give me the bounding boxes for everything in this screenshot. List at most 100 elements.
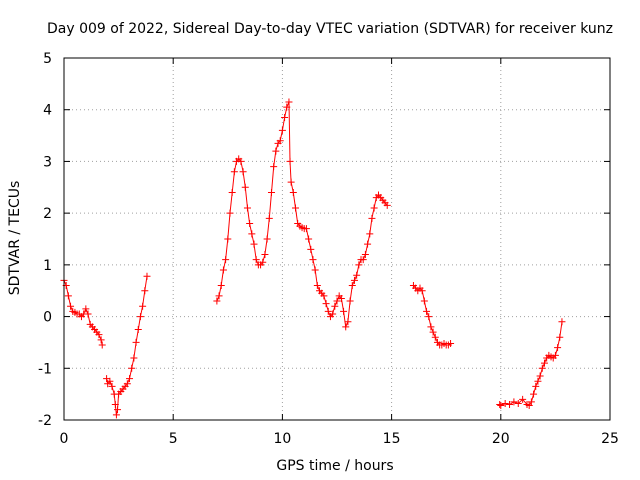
data-point <box>350 276 358 284</box>
data-point <box>346 297 354 305</box>
data-point <box>141 287 149 295</box>
data-point <box>283 103 291 111</box>
data-point <box>324 307 332 315</box>
data-point <box>364 240 372 248</box>
data-point <box>429 328 437 336</box>
data-point <box>342 323 350 331</box>
data-point <box>241 183 249 191</box>
data-point <box>355 261 363 269</box>
data-point <box>132 338 140 346</box>
data-point <box>114 406 122 414</box>
data-point <box>272 147 280 155</box>
data-point <box>536 372 544 380</box>
data-point <box>130 354 138 362</box>
x-tick-label: 5 <box>169 431 178 447</box>
data-point <box>139 302 147 310</box>
data-point <box>340 307 348 315</box>
data-point <box>329 310 337 318</box>
data-point <box>311 266 319 274</box>
data-point <box>106 377 114 385</box>
data-point <box>126 375 134 383</box>
data-point <box>215 292 223 300</box>
data-point <box>551 351 559 359</box>
data-point <box>501 399 509 407</box>
data-point <box>527 398 535 406</box>
data-point <box>265 214 273 222</box>
x-tick-label: 25 <box>601 431 619 447</box>
data-point <box>425 313 433 321</box>
data-point <box>359 256 367 264</box>
data-point <box>267 188 275 196</box>
data-point <box>558 318 566 326</box>
data-point <box>97 336 105 344</box>
data-point <box>111 400 119 408</box>
data-point <box>261 251 269 259</box>
data-point <box>270 163 278 171</box>
data-point <box>302 225 310 233</box>
y-tick-label: 0 <box>43 310 52 326</box>
y-tick-label: 1 <box>43 258 52 274</box>
data-point <box>519 395 527 403</box>
data-point <box>123 380 131 388</box>
data-point <box>427 323 435 331</box>
data-point <box>510 398 518 406</box>
x-tick-label: 10 <box>273 431 291 447</box>
data-point <box>337 294 345 302</box>
x-tick-label: 0 <box>60 431 69 447</box>
data-point <box>305 235 313 243</box>
data-point <box>246 219 254 227</box>
data-point <box>278 126 286 134</box>
data-point <box>213 297 221 305</box>
data-point <box>128 364 136 372</box>
data-point <box>309 256 317 264</box>
data-point <box>98 341 106 349</box>
series-trace <box>106 276 148 415</box>
data-point <box>108 382 116 390</box>
data-point <box>281 113 289 121</box>
series-trace <box>413 285 451 346</box>
data-point <box>322 300 330 308</box>
data-point <box>348 282 356 290</box>
data-point <box>230 168 238 176</box>
data-point <box>84 310 92 318</box>
data-point <box>263 235 271 243</box>
data-layer <box>60 98 566 419</box>
series-trace <box>216 101 388 329</box>
y-axis-label: SDTVAR / TECUs <box>7 181 23 296</box>
data-point <box>219 266 227 274</box>
y-tick-label: 5 <box>43 51 52 67</box>
data-point <box>224 235 232 243</box>
data-point <box>222 256 230 264</box>
data-point <box>243 204 251 212</box>
data-point <box>383 201 391 209</box>
data-point <box>532 382 540 390</box>
data-point <box>134 326 142 333</box>
data-point <box>276 137 284 145</box>
data-point <box>250 240 258 248</box>
y-tick-label: -1 <box>38 361 52 377</box>
data-point <box>237 157 245 165</box>
data-point <box>361 251 369 259</box>
data-point <box>259 258 267 266</box>
data-point <box>368 214 376 222</box>
y-tick-label: 4 <box>43 103 52 119</box>
data-point <box>217 282 225 290</box>
data-point <box>534 377 542 385</box>
data-point <box>320 292 328 300</box>
data-point <box>497 402 505 410</box>
y-tick-label: 3 <box>43 154 52 170</box>
data-point <box>333 297 341 305</box>
series-trace <box>499 321 563 407</box>
data-point <box>289 188 297 196</box>
data-point <box>228 188 236 196</box>
data-point <box>82 305 90 313</box>
data-point <box>353 271 361 279</box>
data-point <box>285 98 293 106</box>
chart-title: Day 009 of 2022, Sidereal Day-to-day VTE… <box>47 21 613 37</box>
data-point <box>286 157 294 165</box>
data-point <box>248 230 256 238</box>
data-point <box>226 209 234 217</box>
data-point <box>418 287 426 295</box>
data-point <box>313 282 321 290</box>
